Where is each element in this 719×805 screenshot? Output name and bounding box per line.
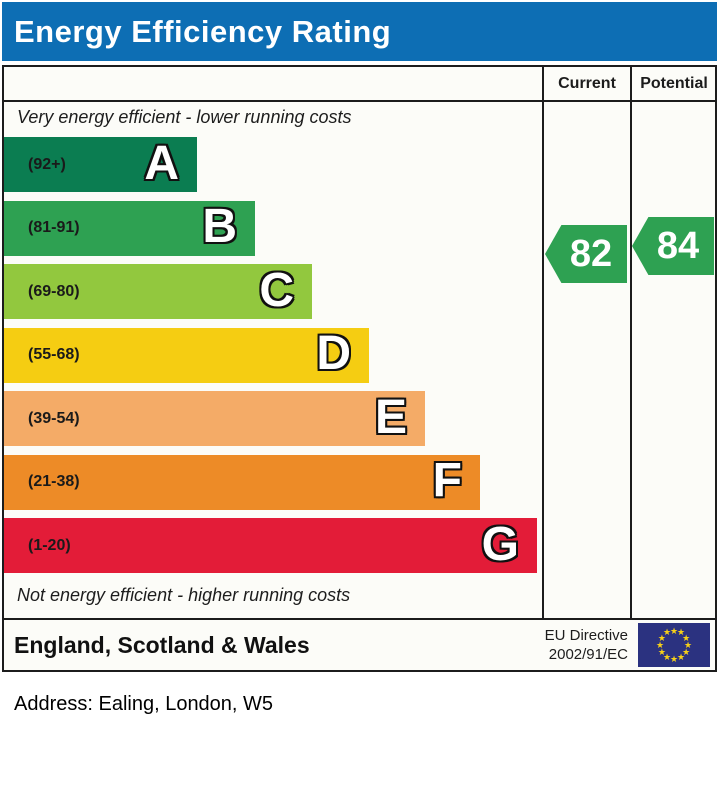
current-column-divider (542, 67, 544, 618)
current-column-header: Current (558, 74, 616, 92)
band-letter-e: E (374, 390, 407, 444)
band-range-label-f: (21-38) (28, 473, 80, 490)
chart-title-bar: Energy Efficiency Rating (2, 2, 717, 61)
band-range-label-g: (1-20) (28, 536, 71, 554)
band-row-d: (55-68) D (4, 327, 369, 383)
eu-flag-star: ★ (683, 639, 693, 650)
band-range-label-e: (39-54) (28, 409, 80, 427)
band-letter-g: G (481, 517, 519, 571)
potential-rating-value: 84 (656, 225, 700, 267)
band-row-f: (21-38) F (4, 454, 480, 510)
eu-flag-star: ★ (676, 651, 686, 662)
band-letter-b: B (202, 200, 237, 254)
potential-rating-arrow: 84 (632, 217, 714, 275)
band-letter-a: A (144, 136, 179, 190)
footer-bar: England, Scotland & Wales EU Directive 2… (2, 618, 717, 672)
energy-rating-chart: Current Potential Very energy efficient … (2, 65, 717, 620)
band-row-a: (92+) A (4, 137, 197, 192)
band-range-label-b: (81-91) (28, 219, 80, 236)
eu-flag-star: ★ (657, 632, 666, 643)
eu-flag-star: ★ (655, 639, 665, 650)
eu-directive-line1: EU Directive (544, 626, 628, 644)
current-rating-value: 82 (569, 233, 613, 275)
region-label: England, Scotland & Wales (14, 631, 310, 658)
band-row-c: (69-80) C (4, 264, 312, 319)
band-row-b: (81-91) B (4, 200, 255, 256)
current-rating-arrow: 82 (545, 225, 627, 283)
rating-bands: (92+) A (81-91) B (69-80) C (55-68) D (39-54) E (2… (4, 137, 542, 582)
eu-flag-icon: ★ ★ ★ ★ ★ ★ ★ ★ ★ ★ ★ ★ (638, 623, 710, 667)
band-row-g: (1-20) G (4, 518, 537, 573)
band-letter-c: C (259, 263, 294, 317)
column-header-row (4, 67, 715, 102)
eu-flag-star: ★ (662, 651, 672, 662)
band-range-label-d: (55-68) (28, 346, 80, 363)
page-title: Energy Efficiency Rating (14, 13, 392, 49)
top-caption: Very energy efficient - lower running co… (17, 107, 352, 127)
potential-column-header: Potential (640, 74, 708, 92)
band-row-e: (39-54) E (4, 391, 425, 446)
bottom-caption: Not energy efficient - higher running co… (17, 585, 351, 605)
potential-column-divider (630, 67, 632, 618)
band-range-label-a: (92+) (28, 155, 66, 173)
eu-directive-line2: 2002/91/EC (548, 646, 628, 663)
eu-flag-star: ★ (669, 653, 679, 664)
eu-directive-label: EU Directive 2002/91/EC (545, 626, 628, 665)
eu-flag-star: ★ (662, 627, 672, 638)
eu-flag-star: ★ (682, 632, 691, 643)
eu-flag-star: ★ (676, 627, 686, 638)
address-line: Address: Ealing, London, W5 (14, 693, 274, 715)
eu-flag-star: ★ (682, 646, 691, 657)
band-letter-d: D (316, 327, 351, 381)
band-letter-f: F (432, 454, 462, 508)
band-range-label-c: (69-80) (28, 282, 80, 300)
eu-flag-star: ★ (669, 625, 679, 636)
eu-flag-star: ★ (657, 646, 666, 657)
